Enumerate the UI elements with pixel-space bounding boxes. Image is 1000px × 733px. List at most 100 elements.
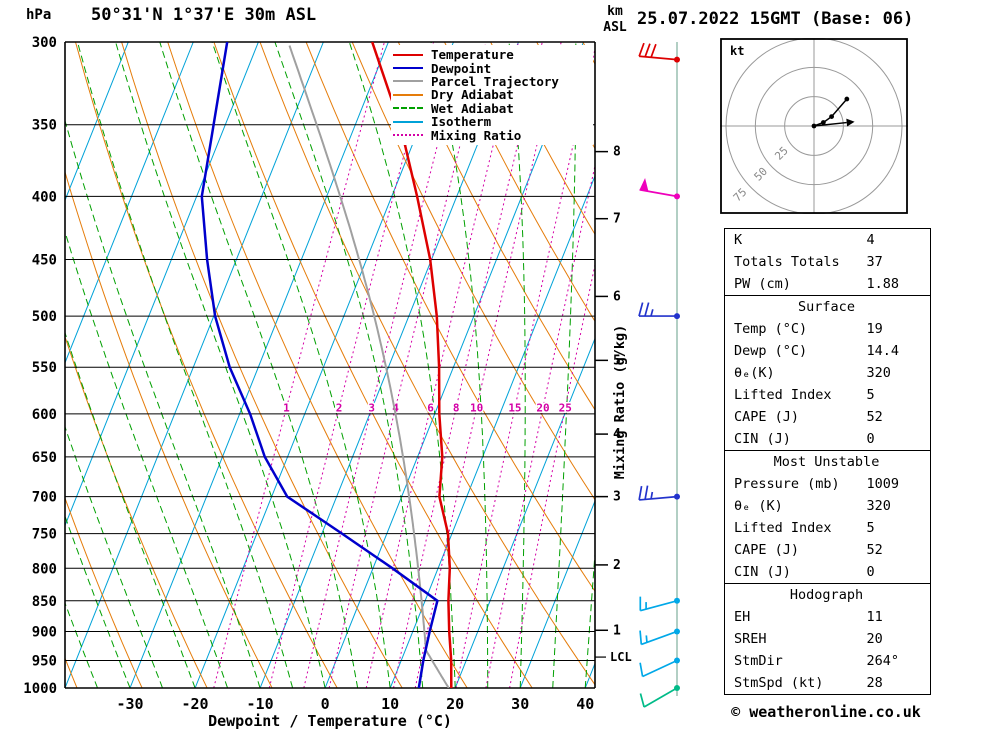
wind-barb: [639, 685, 680, 708]
pressure-tick-label: 900: [32, 624, 57, 640]
altitude-axis-unit: km ASL: [596, 4, 634, 36]
table-row-label: CAPE (J): [734, 541, 800, 558]
table-row-value: 0: [866, 430, 875, 447]
legend-label: Mixing Ratio: [431, 127, 522, 143]
table-row-value: 264°: [866, 652, 900, 669]
pressure-tick-label: 600: [32, 407, 57, 423]
table-row-value: 14.4: [866, 342, 900, 359]
table-section-row: Hodograph: [724, 583, 931, 606]
mixing-ratio-label: 10: [470, 402, 483, 415]
legend-swatch-dewpoint: [393, 67, 423, 70]
table-row: Totals Totals 37: [725, 251, 931, 273]
mixing-ratio-label: 3: [368, 402, 375, 415]
legend-item: Parcel Trajectory: [393, 73, 593, 89]
table-row: Lifted Index 5: [725, 517, 931, 539]
table-row: Dewp (°C) 14.4: [725, 340, 931, 362]
table-row-label: K: [734, 231, 743, 248]
mixing-ratio-labels: 1 2 3 4 6 8 10 15 20 25: [282, 400, 574, 416]
table-row: Pressure (mb) 1009: [725, 473, 931, 495]
km-tick-label: 1: [613, 623, 621, 638]
legend-item: Dry Adiabat: [393, 87, 593, 102]
table-row: EH 11: [725, 606, 931, 628]
legend-swatch-mixing_ratio: [393, 134, 423, 137]
legend-item: Wet Adiabat: [393, 101, 593, 116]
pressure-tick-label: 700: [32, 490, 57, 506]
temp-tick-label: 30: [511, 695, 529, 713]
legend-item: Dewpoint: [393, 61, 593, 76]
mixing-ratio-label: 15: [508, 402, 521, 415]
pressure-tick-label: 650: [32, 450, 57, 466]
wind-barb: [639, 177, 680, 200]
km-tick-label: 7: [613, 212, 621, 227]
table-row-label: CIN (J): [734, 430, 791, 447]
table-row: θₑ(K) 320: [725, 362, 931, 384]
table-row-label: CAPE (J): [734, 408, 800, 425]
legend-swatch-wet_adiabat: [393, 107, 423, 110]
km-tick-label: 4: [613, 427, 621, 442]
wind-barb-column: [638, 42, 680, 708]
km-tick-label: 8: [613, 145, 621, 160]
table-row: Temp (°C) 19: [725, 318, 931, 340]
table-row-label: StmSpd (kt): [734, 674, 824, 691]
legend-label: Parcel Trajectory: [431, 73, 559, 89]
temp-tick-label: 0: [321, 695, 330, 713]
km-tick-label: 6: [613, 289, 621, 304]
table-row-value: 28: [866, 674, 883, 691]
table-row: CIN (J) 0: [725, 561, 931, 584]
legend-swatch-temperature: [393, 53, 423, 56]
pressure-tick-label: 750: [32, 527, 57, 543]
temperature-curve: [371, 42, 453, 688]
table-row: PW (cm) 1.88: [725, 273, 931, 296]
table-row-label: Dewp (°C): [734, 342, 808, 359]
table-row-label: Lifted Index: [734, 386, 832, 403]
legend-swatch-dry_adiabat: [393, 93, 423, 96]
table-row-value: 37: [866, 253, 883, 270]
station-title: 50°31'N 1°37'E 30m ASL: [91, 5, 317, 25]
storm-motion-vector: [813, 121, 847, 127]
hodograph-ring-label: 25: [772, 144, 791, 163]
altitude-unit-asl: ASL: [603, 20, 627, 35]
table-row-label: Totals Totals: [734, 253, 840, 270]
indices-panel: K 4 Totals Totals 37 PW (cm) 1.88 Surface Temp …: [724, 228, 931, 695]
temp-tick-label: -20: [182, 695, 209, 713]
table-row-label: θₑ(K): [734, 364, 775, 381]
altitude-unit-km: km: [607, 4, 623, 19]
wind-barb: [638, 485, 680, 501]
table-row: Lifted Index 5: [725, 384, 931, 406]
table-row-value: 52: [866, 541, 883, 558]
table-row-value: 1.88: [866, 275, 900, 292]
pressure-tick-label: 500: [32, 309, 57, 325]
table-section-row: Most Unstable: [724, 450, 931, 473]
table-section-title: Hodograph: [724, 583, 931, 606]
indices-table-grid: K 4 Totals Totals 37 PW (cm) 1.88 Surface Temp …: [724, 228, 931, 695]
legend-label: Temperature: [431, 47, 514, 63]
parcel-trajectory-curve: [288, 45, 450, 688]
hodograph-panel: 25 50 75 kt: [720, 38, 908, 214]
km-tick-label: 3: [613, 490, 621, 505]
table-row-value: 5: [866, 519, 875, 536]
table-row-label: StmDir: [734, 652, 783, 669]
table-row-label: CIN (J): [734, 563, 791, 580]
table-row: SREH 20: [725, 628, 931, 650]
wind-barb: [638, 302, 680, 320]
mixing-ratio-label: 25: [559, 402, 572, 415]
table-row-value: 5: [866, 386, 875, 403]
right-axis-title: Mixing Ratio (g/kg): [612, 324, 628, 480]
sounding-curves: [200, 42, 453, 688]
table-row-value: 11: [866, 608, 883, 625]
table-row-label: SREH: [734, 630, 767, 647]
isotherm-lines: [65, 42, 595, 688]
pressure-tick-label: 850: [32, 594, 57, 610]
table-row-label: Temp (°C): [734, 320, 808, 337]
hodograph-border: [720, 38, 908, 214]
legend-label: Isotherm: [431, 114, 492, 130]
altitude-axis: 8 7 6 5 4 3 2 1 LCL: [595, 145, 632, 664]
table-row-label: θₑ (K): [734, 497, 783, 514]
table-row: StmDir 264°: [725, 650, 931, 672]
pressure-tick-label: 800: [32, 561, 57, 577]
temp-tick-label: 10: [381, 695, 399, 713]
temp-tick-label: -10: [247, 695, 274, 713]
legend-item: Mixing Ratio: [393, 127, 593, 143]
pressure-tick-label: 450: [32, 253, 57, 269]
